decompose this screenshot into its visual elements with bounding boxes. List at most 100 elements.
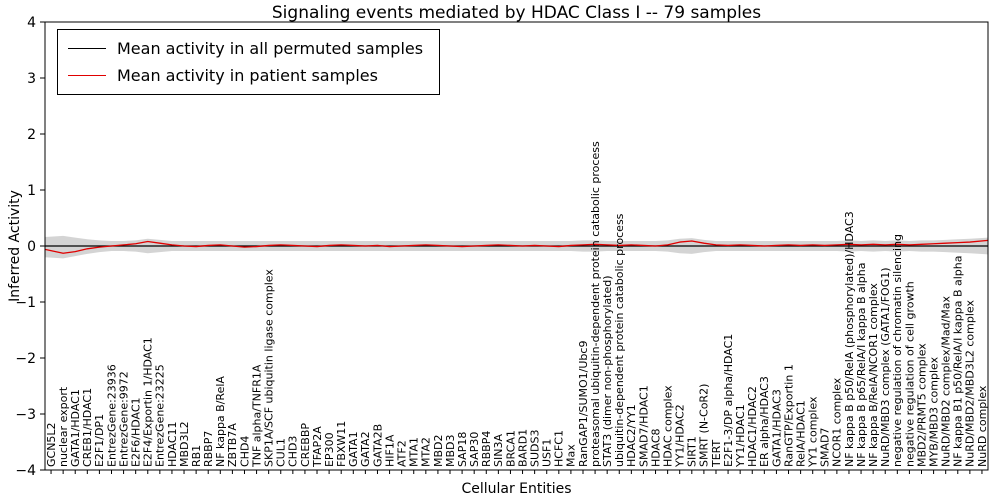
y-tick-label: 1 [27, 183, 36, 199]
x-tick-label: NCOR1 complex [831, 377, 844, 467]
x-tick-label: SAP18 [456, 432, 469, 467]
x-tick-label: GCN5L2 [45, 422, 58, 467]
x-tick-label: NF kappa B1 p50/RelA/I kappa B alpha [952, 256, 965, 468]
x-tick-label: TERT [710, 439, 723, 468]
x-axis-label: Cellular Entities [461, 481, 572, 497]
x-tick-label: SMRT (N-CoR2) [698, 384, 711, 467]
x-tick-label: FBXW11 [335, 421, 348, 467]
x-tick-label: ER alpha/HDAC3 [758, 376, 771, 467]
x-tick-label: CUL1 [275, 438, 288, 467]
x-tick-label: CHD4 [238, 436, 251, 467]
x-tick-label: EntrezGene:9972 [117, 371, 130, 467]
y-tick-label: 3 [27, 71, 36, 87]
x-tick-label: YY1/HDAC2 [674, 404, 687, 468]
x-tick-label: SMAD7/HDAC1 [637, 385, 650, 467]
x-tick-label: RanGTP/Exportin 1 [782, 364, 795, 467]
x-tick-label: HCFC1 [553, 430, 566, 467]
x-tick-label: NF kappa B/RelA [214, 376, 227, 467]
x-tick-label: proteasomal ubiquitin-dependent protein … [589, 141, 602, 467]
x-tick-label: HIF1A [383, 434, 396, 467]
legend-item: Mean activity in patient samples [68, 66, 423, 85]
x-tick-label: SKP1A/SCF ubiquitin ligase complex [263, 269, 276, 467]
x-tick-label: NuRD/MBD3 complex (GATA1/FOG1) [879, 267, 892, 467]
y-tick-label: −3 [15, 407, 36, 423]
chart-title: Signaling events mediated by HDAC Class … [271, 3, 762, 23]
x-tick-label: Max [565, 444, 578, 467]
legend-label: Mean activity in patient samples [117, 66, 378, 85]
x-tick-label: MTA1 [408, 437, 421, 467]
x-tick-label: GATA2B [371, 424, 384, 467]
x-tick-label: STAT3 (dimer non-phosphorylated) [601, 276, 614, 468]
y-tick-label: −1 [15, 295, 36, 311]
x-tick-label: YY1 complex [807, 396, 820, 468]
legend: Mean activity in all permuted samples Mea… [57, 29, 441, 95]
x-tick-label: GATA1/HDAC1 [69, 389, 82, 467]
legend-label: Mean activity in all permuted samples [117, 39, 424, 58]
x-tick-label: ubiquitin-dependent protein catabolic pr… [613, 213, 626, 467]
x-tick-label: BRCA1 [504, 430, 517, 467]
x-tick-label: NuRD/MBD2 complex/Mad/Max [940, 296, 953, 467]
x-tick-label: HDAC2/YY1 [625, 404, 638, 467]
x-tick-label: MBD3 [444, 434, 457, 467]
x-tick-label: USF1 [541, 439, 554, 467]
y-tick-label: 4 [27, 15, 36, 31]
x-tick-label: negative regulation of chromatin silenci… [891, 234, 904, 467]
x-tick-label: RanGAP1/SUMO1/Ubc9 [577, 341, 590, 467]
x-tick-label: MBD2/PRMT5 complex [915, 343, 928, 467]
y-tick-label: 2 [27, 127, 36, 143]
x-tick-label: HDAC11 [166, 421, 179, 467]
x-tick-label: MYB/MBD3 complex [927, 356, 940, 467]
x-tick-label: SMAD7 [819, 428, 832, 467]
x-tick-label: NuRD complex [976, 385, 989, 467]
permuted-band [45, 235, 988, 259]
x-tick-label: ZBTB7A [226, 423, 239, 467]
legend-line-sample [68, 48, 106, 49]
x-tick-label: GATA1/HDAC3 [770, 389, 783, 467]
x-tick-label: SUDS3 [528, 430, 541, 468]
x-tick-label: HDAC1/HDAC2 [746, 386, 759, 467]
x-tick-label: NF kappa B/RelA/NCOR1 complex [867, 283, 880, 467]
legend-item: Mean activity in all permuted samples [68, 39, 423, 58]
x-tick-label: nuclear export [57, 386, 70, 467]
x-tick-label: MBD2 [432, 434, 445, 467]
x-tick-label: RelA/HDAC1 [794, 400, 807, 467]
x-tick-label: negative regulation of cell growth [903, 281, 916, 467]
x-tick-label: MBD3L2 [178, 421, 191, 467]
x-tick-label: NF kappa B p65/RelA/I kappa B alpha [855, 263, 868, 467]
x-tick-label: TFAP2A [311, 426, 324, 468]
x-tick-label: NF kappa B p50/RelA (phosphorylated)/HDA… [843, 211, 856, 467]
x-tick-label: BARD1 [516, 429, 529, 467]
patient-mean-line [44, 239, 989, 254]
x-tick-label: HDAC8 [649, 428, 662, 467]
x-tick-label: RBBP7 [202, 431, 215, 467]
x-tick-label: GATA1 [347, 431, 360, 467]
x-tick-label: MTA2 [420, 437, 433, 467]
x-tick-label: SAP30 [468, 432, 481, 467]
x-tick-label: RB1 [190, 445, 203, 467]
x-tick-label: GATA2 [359, 431, 372, 467]
x-tick-label: EP300 [323, 432, 336, 467]
x-tick-label: NuRD/MBD2/MBD3L2 complex [964, 300, 977, 467]
x-tick-label: E2F4/Exportin 1/HDAC1 [142, 337, 155, 467]
x-tick-label: RBBP4 [480, 431, 493, 467]
x-tick-label: CREB1/HDAC1 [81, 388, 94, 467]
x-tick-label: EntrezGene:23225 [154, 364, 167, 467]
x-tick-label: CREBBP [299, 423, 312, 467]
x-tick-label: TNF alpha/TNFR1A [250, 364, 263, 468]
x-tick-label: HDAC complex [661, 385, 674, 467]
x-tick-label: CHD3 [287, 436, 300, 467]
legend-line-sample [68, 75, 106, 76]
x-tick-label: E2F6/HDAC1 [130, 397, 143, 467]
y-tick-label: −2 [15, 351, 36, 367]
y-tick-label: 0 [27, 239, 36, 255]
x-tick-label: YY1/HDAC1 [734, 404, 747, 468]
y-tick-label: −4 [15, 463, 36, 479]
x-tick-label: E2F1-3/DP alpha/HDAC1 [722, 334, 735, 467]
x-tick-label: SIN3A [492, 434, 505, 467]
x-tick-label: E2F1/DP1 [93, 414, 106, 467]
x-tick-label: ATF2 [395, 440, 408, 467]
x-tick-label: EntrezGene:23936 [105, 364, 118, 467]
x-tick-label: SIRT1 [686, 436, 699, 467]
